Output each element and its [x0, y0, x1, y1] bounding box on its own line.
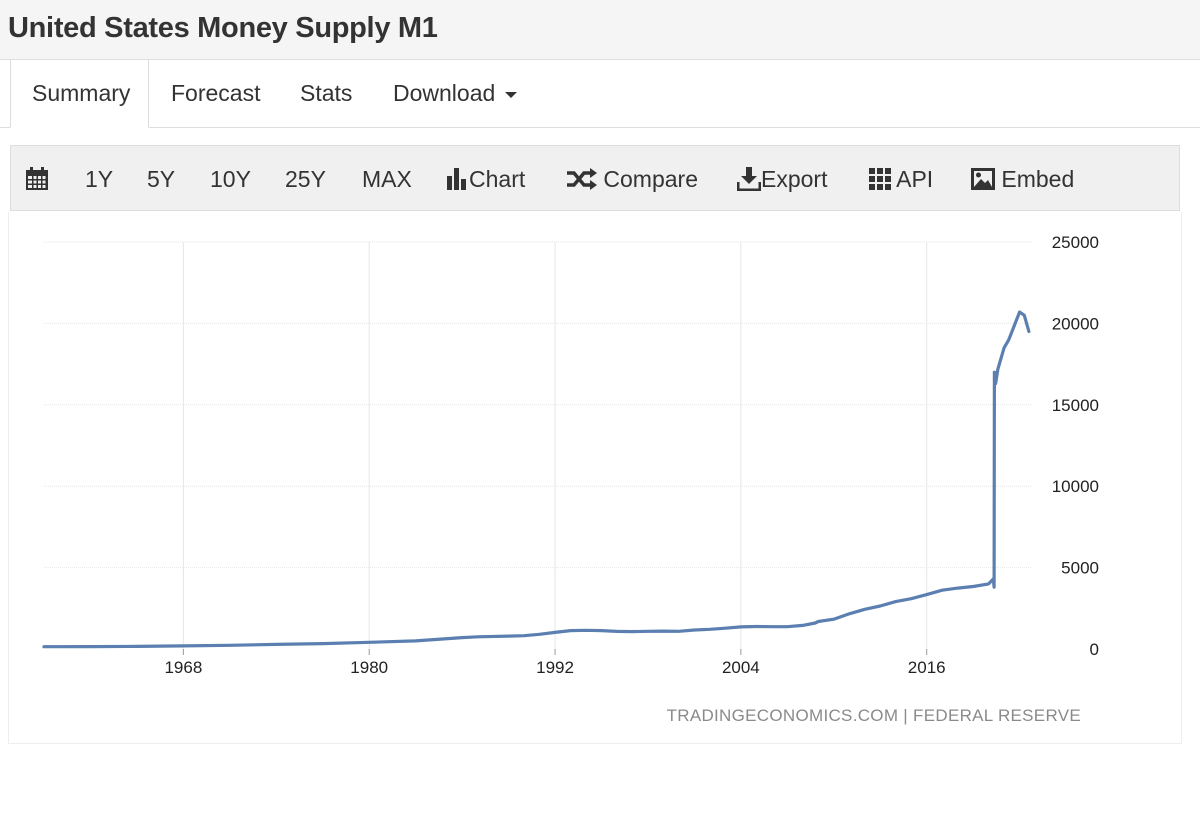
image-icon [971, 167, 995, 190]
tab-forecast-label: Forecast [171, 80, 261, 106]
export-label: Export [761, 166, 828, 192]
range-max-button[interactable]: MAX [362, 166, 412, 192]
shuffle-icon [567, 167, 597, 190]
compare-label: Compare [603, 166, 698, 192]
chevron-down-icon [505, 91, 518, 98]
chart-type-label: Chart [469, 166, 526, 192]
embed-label: Embed [1001, 166, 1075, 192]
range-10y-button[interactable]: 10Y [210, 166, 251, 192]
range-5y-button[interactable]: 5Y [147, 166, 176, 192]
range-25y-button[interactable]: 25Y [285, 166, 326, 192]
tab-summary[interactable]: Summary [10, 60, 149, 128]
tab-stats[interactable]: Stats [300, 60, 352, 127]
tab-bar: Summary Forecast Stats Download [0, 60, 1200, 128]
tab-summary-label: Summary [32, 80, 131, 106]
export-button[interactable]: Export [736, 146, 828, 210]
download-icon [736, 166, 762, 192]
compare-button[interactable]: Compare [567, 146, 698, 210]
page-title: United States Money Supply M1 [8, 12, 438, 44]
tab-download[interactable]: Download [393, 60, 518, 127]
grid-icon [869, 167, 891, 190]
api-label: API [896, 166, 934, 192]
chart-toolbar: 1Y 5Y 10Y 25Y MAX Chart Compare Export A… [10, 145, 1180, 211]
title-bar: United States Money Supply M1 [0, 0, 1200, 60]
tab-download-label: Download [393, 80, 496, 106]
tab-forecast[interactable]: Forecast [171, 60, 260, 127]
tab-stats-label: Stats [300, 80, 353, 106]
api-button[interactable]: API [869, 146, 933, 210]
chart-panel [8, 212, 1182, 744]
calendar-icon[interactable] [25, 146, 49, 210]
embed-button[interactable]: Embed [971, 146, 1074, 210]
bar-chart-icon [447, 167, 466, 190]
chart-type-button[interactable]: Chart [447, 146, 525, 210]
range-1y-button[interactable]: 1Y [85, 166, 114, 192]
